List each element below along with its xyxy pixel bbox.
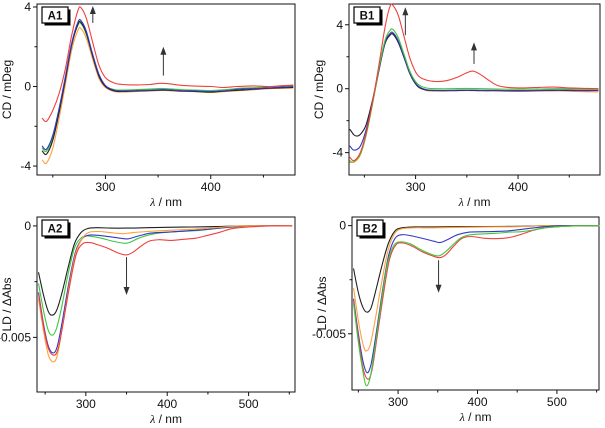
axes-frame <box>36 216 296 393</box>
y-axis-label: CD / mDeg <box>0 60 14 119</box>
arrow-head <box>470 42 477 51</box>
series-green-curve <box>353 225 600 387</box>
series-green-curve <box>41 21 294 153</box>
x-tick-label: 400 <box>157 397 177 411</box>
panel-tag-label: A1 <box>48 11 63 23</box>
y-tick-label: -4 <box>20 159 31 173</box>
x-axis-label: λ / nm <box>458 195 491 209</box>
series-red-curve <box>38 225 293 356</box>
arrow-head <box>89 5 96 14</box>
y-tick-label: 4 <box>336 18 343 32</box>
arrow-head <box>160 46 167 55</box>
arrow-up-annotation <box>402 7 409 36</box>
series-black-curve <box>353 225 600 313</box>
x-tick-label: 400 <box>467 395 487 409</box>
panel-tag-box <box>41 219 69 237</box>
series-green-curve <box>38 225 293 336</box>
x-tick-label: 400 <box>508 180 528 194</box>
series-blue-curve <box>41 18 294 151</box>
series-blue-curve <box>38 225 293 354</box>
series-black-curve <box>38 225 293 316</box>
y-tick-label: -4 <box>332 146 343 160</box>
x-axis-label: λ / nm <box>149 412 182 426</box>
arrow-head <box>435 284 442 293</box>
x-tick-label: 300 <box>76 397 96 411</box>
x-axis-label: λ / nm <box>459 410 492 424</box>
x-tick-label: 300 <box>95 180 115 194</box>
panel-tag-label: A2 <box>48 224 63 236</box>
panel-b2-chart: 300 400 500 0 -0.005 λ / nm LD / ΔAbs B2 <box>312 216 600 424</box>
y-tick-label: 0 <box>336 82 343 96</box>
y-tick-label: -0.005 <box>0 330 31 344</box>
y-axis-label: CD / mDeg <box>312 60 326 119</box>
y-axis-label: LD / ΔAbs <box>0 277 14 331</box>
axes-frame <box>351 216 600 391</box>
series-red-curve <box>353 225 600 380</box>
arrow-down-annotation <box>435 260 442 293</box>
panel-a1-chart: 300 400 -4 0 4 λ / nm CD / mDeg A1 <box>0 0 296 209</box>
arrow-up-annotation <box>89 5 96 23</box>
series-red-curve <box>41 6 294 123</box>
x-tick-label: 300 <box>406 180 426 194</box>
series-orange-curve <box>353 225 600 352</box>
series-orange-curve <box>41 26 294 165</box>
arrow-up-annotation <box>160 46 167 76</box>
panel-tag-label: B2 <box>363 224 378 236</box>
y-tick-label: -0.005 <box>312 327 346 341</box>
panel-a2-chart: 300 400 500 0 -0.005 λ / nm LD / ΔAbs A2 <box>0 216 296 426</box>
panel-tag-label: B1 <box>360 11 375 23</box>
x-axis-label: λ / nm <box>149 195 182 209</box>
arrow-down-annotation <box>123 257 130 296</box>
arrow-head <box>402 7 409 16</box>
y-tick-label: 0 <box>24 219 31 233</box>
axes-frame <box>348 3 601 176</box>
axes-frame <box>36 3 296 176</box>
series-red-curve <box>349 3 599 162</box>
x-tick-label: 300 <box>388 395 408 409</box>
panel-b1-chart: 300 400 -4 0 4 λ / nm CD / mDeg B1 <box>312 3 601 209</box>
panel-tag-box <box>41 6 69 24</box>
y-tick-label: 4 <box>24 0 31 14</box>
x-tick-label: 400 <box>201 180 221 194</box>
y-axis-label: LD / ΔAbs <box>315 276 329 330</box>
series-orange-curve <box>38 225 293 363</box>
panel-tag-box <box>356 219 384 237</box>
x-tick-label: 500 <box>239 397 259 411</box>
arrow-head <box>123 287 130 296</box>
y-tick-label: 0 <box>24 80 31 94</box>
x-tick-label: 500 <box>547 395 567 409</box>
arrow-up-annotation <box>470 42 477 64</box>
panel-tag-box <box>353 6 381 24</box>
series-blue-curve <box>353 225 600 374</box>
y-tick-label: 0 <box>339 219 346 233</box>
